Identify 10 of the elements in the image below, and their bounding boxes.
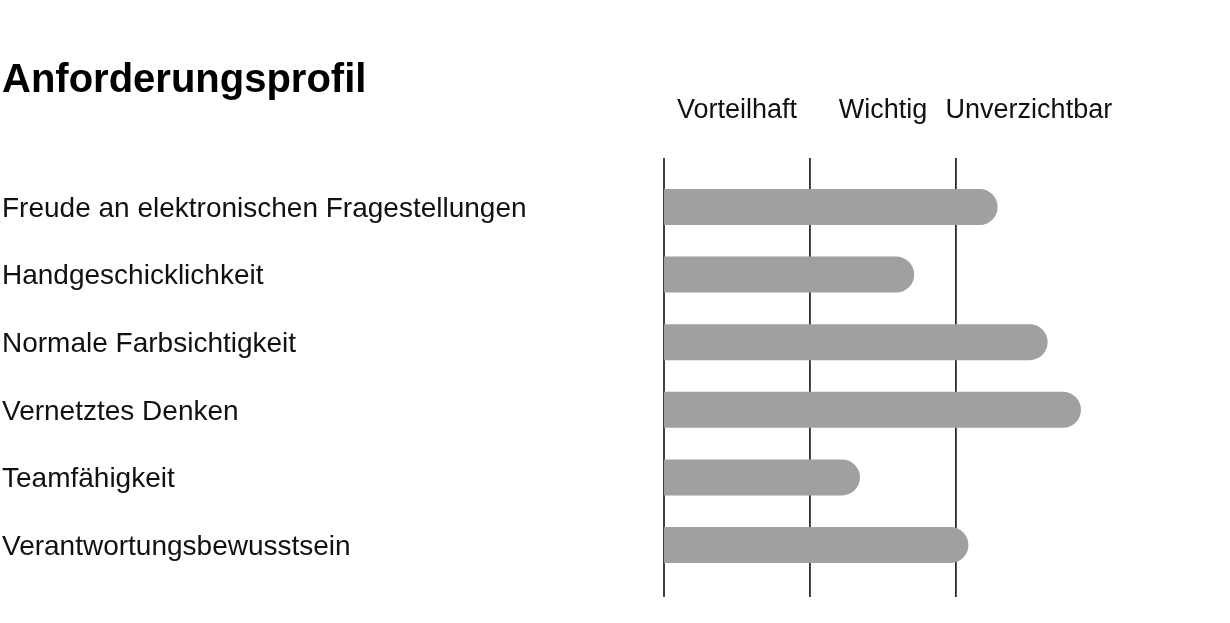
y-tick-label: Handgeschicklichkeit <box>2 259 264 291</box>
y-tick-label: Vernetztes Denken <box>2 394 239 426</box>
text: Unverzichtbar <box>945 94 1113 124</box>
text: Anforderungsprofil <box>2 56 367 100</box>
y-tick-label: Freude an elektronischen Fragestellungen <box>2 191 527 223</box>
text: Vorteilhaft <box>676 94 798 124</box>
text: Wichtig <box>838 94 928 124</box>
y-tick-label: Verantwortungsbewusstsein <box>2 529 351 561</box>
y-tick-label: Teamfähigkeit <box>2 462 175 494</box>
y-tick-label: Normale Farbsichtigkeit <box>2 327 297 358</box>
